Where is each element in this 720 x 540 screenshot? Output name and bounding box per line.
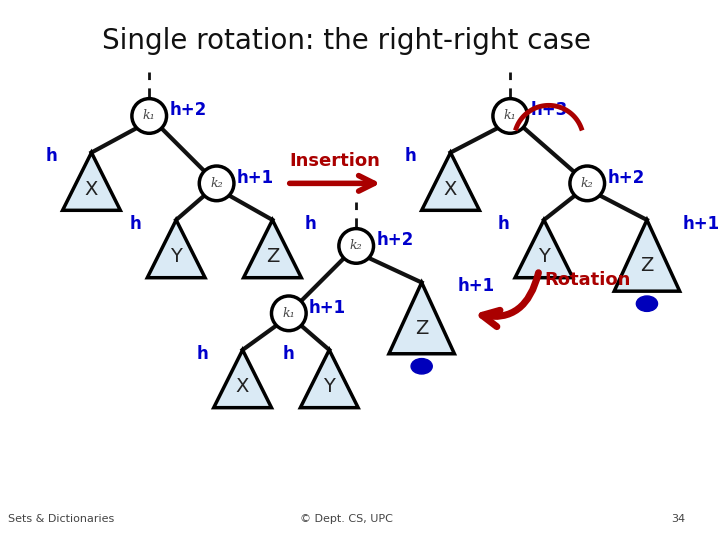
Text: k₁: k₁ xyxy=(282,307,295,320)
Text: X: X xyxy=(236,377,249,396)
Text: Z: Z xyxy=(640,256,654,275)
Text: Rotation: Rotation xyxy=(544,271,630,288)
Text: Y: Y xyxy=(323,377,336,396)
Text: k₂: k₂ xyxy=(350,239,362,252)
Text: h: h xyxy=(130,215,142,233)
Text: Z: Z xyxy=(266,247,279,266)
Text: © Dept. CS, UPC: © Dept. CS, UPC xyxy=(300,514,393,524)
Polygon shape xyxy=(148,220,205,278)
Text: Y: Y xyxy=(538,247,550,266)
Ellipse shape xyxy=(636,296,657,312)
Text: h: h xyxy=(405,147,416,165)
Ellipse shape xyxy=(411,359,432,374)
Text: k₂: k₂ xyxy=(581,177,593,190)
Text: h+1: h+1 xyxy=(457,278,495,295)
Circle shape xyxy=(570,166,605,201)
Text: h+1: h+1 xyxy=(237,168,274,187)
Text: h+1: h+1 xyxy=(683,215,720,233)
Circle shape xyxy=(493,99,528,133)
Polygon shape xyxy=(389,282,454,354)
Polygon shape xyxy=(422,153,480,210)
Circle shape xyxy=(199,166,234,201)
Text: h: h xyxy=(305,215,316,233)
Text: h: h xyxy=(45,147,57,165)
Polygon shape xyxy=(243,220,302,278)
Text: h+3: h+3 xyxy=(531,101,567,119)
Circle shape xyxy=(339,228,374,264)
Text: h+2: h+2 xyxy=(169,101,207,119)
Text: Single rotation: the right-right case: Single rotation: the right-right case xyxy=(102,28,591,56)
Polygon shape xyxy=(300,350,358,408)
Polygon shape xyxy=(515,220,573,278)
Text: 34: 34 xyxy=(671,514,685,524)
Polygon shape xyxy=(214,350,271,408)
Text: h: h xyxy=(498,215,510,233)
Text: h+1: h+1 xyxy=(309,299,346,316)
Text: Sets & Dictionaries: Sets & Dictionaries xyxy=(8,514,114,524)
Text: Z: Z xyxy=(415,319,428,338)
Polygon shape xyxy=(63,153,120,210)
Text: X: X xyxy=(85,180,98,199)
Text: Insertion: Insertion xyxy=(289,152,380,170)
Circle shape xyxy=(271,296,306,330)
Text: h: h xyxy=(197,345,208,363)
Text: h+2: h+2 xyxy=(377,231,414,249)
Text: Y: Y xyxy=(170,247,182,266)
Text: h: h xyxy=(283,345,294,363)
Text: k₂: k₂ xyxy=(210,177,223,190)
Circle shape xyxy=(132,99,166,133)
Polygon shape xyxy=(614,220,680,291)
Text: h+2: h+2 xyxy=(608,168,644,187)
Text: k₁: k₁ xyxy=(504,110,516,123)
Text: X: X xyxy=(444,180,457,199)
Text: k₁: k₁ xyxy=(143,110,156,123)
